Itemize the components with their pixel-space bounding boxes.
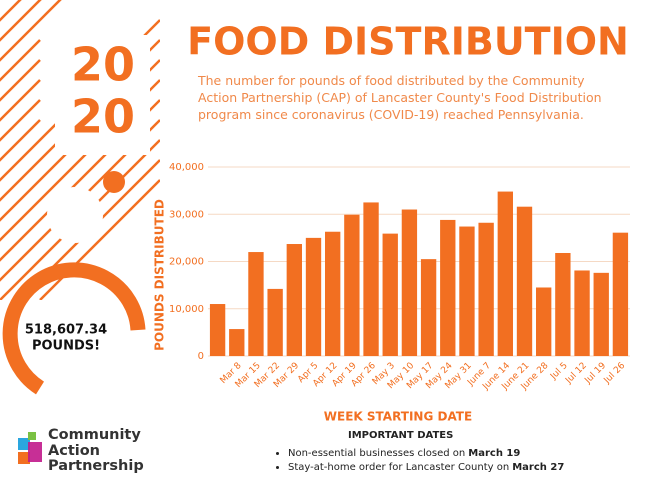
chart-title: FOOD DISTRIBUTION: [187, 20, 629, 64]
logo-mark: [18, 432, 42, 464]
dates-heading: IMPORTANT DATES: [348, 430, 454, 441]
bar: [516, 206, 533, 356]
bar: [593, 272, 609, 356]
x-tick-label: Jul 12: [563, 361, 589, 387]
bar: [267, 288, 283, 356]
date-text: Non-essential businesses closed on: [288, 448, 466, 459]
y-tick-label: 0: [198, 351, 204, 362]
x-tick-label: Jul 19: [583, 361, 609, 387]
year-line: 20: [71, 90, 135, 144]
bar: [536, 287, 552, 356]
bar: [248, 252, 264, 356]
bar: [555, 252, 571, 356]
bar: [440, 219, 456, 356]
bar: [401, 209, 418, 356]
logo-line: Partnership: [48, 458, 144, 474]
y-tick-label: 30,000: [169, 209, 204, 220]
bar: [497, 191, 513, 356]
x-axis-label: WEEK STARTING DATE: [324, 410, 472, 424]
y-tick-label: 20,000: [169, 257, 204, 268]
dot: [103, 171, 125, 193]
bar: [344, 214, 360, 356]
total-unit: POUNDS!: [32, 339, 100, 354]
year-box: [55, 35, 150, 155]
bar: [612, 232, 629, 356]
date-bold: March 19: [468, 448, 521, 459]
bar: [420, 259, 437, 356]
logo: Community Action Partnership: [48, 427, 144, 475]
logo-line: Action: [48, 442, 101, 459]
total-amount: 518,607.34: [25, 323, 107, 338]
y-tick-label: 10,000: [169, 304, 204, 315]
bar: [229, 329, 245, 356]
bar: [325, 231, 341, 356]
bar: [382, 233, 398, 356]
bar: [459, 226, 475, 356]
date-text: Stay-at-home order for Lancaster County …: [288, 462, 510, 473]
bar: [478, 222, 494, 356]
date-bold: March 27: [512, 462, 565, 473]
ring-hole: [47, 187, 103, 243]
dates-list: Non-essential businesses closed onMarch …: [272, 447, 572, 475]
logo-line: Community: [48, 427, 141, 443]
year-line: 20: [71, 38, 135, 92]
y-axis-label: POUNDS DISTRIBUTED: [153, 199, 167, 351]
bar: [363, 202, 379, 356]
bar: [305, 237, 322, 356]
y-tick-label: 40,000: [169, 162, 204, 173]
chart-subtitle: The number for pounds of food distribute…: [198, 73, 602, 122]
bar: [574, 270, 590, 356]
total-ring: [2, 262, 146, 395]
date-item: Stay-at-home order for Lancaster County …: [288, 461, 572, 475]
bar: [209, 304, 226, 356]
important-dates: IMPORTANT DATES Non-essential businesses…: [272, 430, 572, 475]
date-item: Non-essential businesses closed onMarch …: [288, 447, 572, 461]
bar: [286, 244, 302, 356]
x-tick-label: Jul 26: [602, 361, 628, 387]
